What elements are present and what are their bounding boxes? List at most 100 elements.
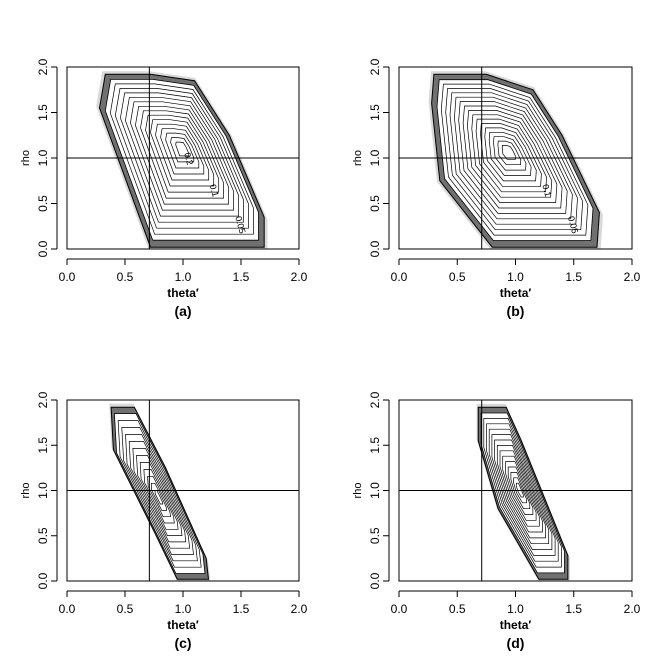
contour-line xyxy=(515,482,524,498)
y-axis-label: rho xyxy=(20,483,32,499)
contour-line xyxy=(497,140,522,166)
x-tick-label: 0.0 xyxy=(59,270,76,284)
contour-line xyxy=(445,88,584,231)
panel-c: 0.0 0.5 1.0 1.5 2.0 0.0 0.5 1.0 1.5 2.0 theta′ rho (… xyxy=(20,391,308,651)
x-tick-label: 1.5 xyxy=(565,602,582,616)
contour-line xyxy=(458,101,568,214)
contour-line xyxy=(143,469,175,524)
contour-line xyxy=(160,128,205,175)
contour-line xyxy=(510,472,531,510)
y-tick-label: 2.0 xyxy=(368,391,382,408)
contour-line xyxy=(121,427,198,562)
contour-line xyxy=(139,462,179,530)
contour-line xyxy=(513,477,527,504)
x-tick-label: 0.5 xyxy=(117,270,134,284)
y-tick-label: 1.0 xyxy=(36,482,50,499)
contour-line xyxy=(136,455,183,536)
y-tick-label: 0.5 xyxy=(36,527,50,544)
contour-line xyxy=(483,418,562,568)
y-tick-label: 1.0 xyxy=(368,149,382,166)
contour-line xyxy=(471,114,553,198)
contour-line xyxy=(494,439,550,545)
x-tick-label: 1.0 xyxy=(507,270,524,284)
contour-line xyxy=(128,441,191,549)
x-tick-label: 0.5 xyxy=(117,602,134,616)
x-tick-label: 2.0 xyxy=(624,270,641,284)
panel-b: 0.05 0.1 0.0 0.5 1.0 1.5 2.0 0.0 0.5 1.0 1.5 2.0 the… xyxy=(352,58,641,319)
contour-line xyxy=(449,92,578,225)
contour-line xyxy=(507,466,534,515)
x-tick-label: 0.0 xyxy=(391,270,408,284)
x-axis-label: theta′ xyxy=(167,618,199,632)
x-tick-label: 2.0 xyxy=(291,270,308,284)
contour-line xyxy=(132,448,187,543)
contour-line xyxy=(165,132,200,169)
contour-line xyxy=(130,101,234,211)
x-tick-label: 1.0 xyxy=(175,602,192,616)
y-tick-label: 0.0 xyxy=(36,240,50,257)
contour-label: 0.05 xyxy=(233,215,247,235)
contour-line xyxy=(109,83,254,235)
contour-line xyxy=(125,96,239,217)
contour-line xyxy=(120,92,244,223)
x-axis-label: theta′ xyxy=(500,286,532,300)
y-tick-label: 2.0 xyxy=(36,391,50,408)
plot-frame xyxy=(398,399,633,582)
x-tick-label: 1.0 xyxy=(175,270,192,284)
contour-line xyxy=(155,123,210,181)
contour-line xyxy=(117,420,202,568)
y-tick-label: 0.5 xyxy=(368,195,382,212)
contour-line xyxy=(440,83,589,236)
contour-label: 0.1 xyxy=(208,183,221,198)
y-axis-label: rho xyxy=(20,150,32,166)
contour-line xyxy=(114,88,249,229)
contour-line xyxy=(484,127,537,182)
y-tick-label: 1.5 xyxy=(36,437,50,454)
x-tick-label: 2.0 xyxy=(624,602,641,616)
contour-line xyxy=(491,434,553,550)
contour-line xyxy=(454,96,573,220)
contour-line xyxy=(488,131,532,176)
panel-d: 0.0 0.5 1.0 1.5 2.0 0.0 0.5 1.0 1.5 2.0 theta′ rho (… xyxy=(352,391,641,651)
x-tick-label: 0.0 xyxy=(59,602,76,616)
contour-line xyxy=(496,445,546,539)
x-axis-label: theta′ xyxy=(167,286,199,300)
y-tick-label: 0.5 xyxy=(368,527,382,544)
panel-caption: (a) xyxy=(174,303,191,319)
y-tick-label: 0.0 xyxy=(368,240,382,257)
plot-frame xyxy=(66,66,300,250)
panel-a: 0.05 0.1 0.2 0.0 0.5 1.0 1.5 2.0 0.0 0.5 1.0 1.5 2.0… xyxy=(20,58,308,319)
contour-line xyxy=(113,413,206,574)
contour-label: 0.05 xyxy=(566,215,580,235)
y-axis-label: rho xyxy=(352,150,364,166)
y-tick-label: 0.0 xyxy=(368,572,382,589)
contour-line xyxy=(150,119,215,187)
contour-label: 0.1 xyxy=(540,183,553,198)
y-axis-label: rho xyxy=(352,483,364,499)
contour-line xyxy=(462,105,563,209)
y-tick-label: 1.0 xyxy=(368,482,382,499)
contour-line xyxy=(499,450,543,533)
x-tick-label: 2.0 xyxy=(291,602,308,616)
y-tick-label: 1.5 xyxy=(368,104,382,121)
contour-line xyxy=(475,118,547,193)
contour-line xyxy=(436,79,594,241)
panel-caption: (c) xyxy=(174,635,191,651)
y-tick-label: 2.0 xyxy=(368,58,382,75)
contour-line xyxy=(104,79,259,241)
contour-line xyxy=(175,141,190,157)
x-tick-label: 1.5 xyxy=(233,270,250,284)
contour-line xyxy=(493,136,527,171)
x-tick-label: 0.5 xyxy=(449,602,466,616)
x-tick-label: 0.5 xyxy=(449,270,466,284)
contour-line xyxy=(486,423,559,562)
y-tick-label: 0.0 xyxy=(36,572,50,589)
y-tick-label: 0.5 xyxy=(36,195,50,212)
panel-caption: (b) xyxy=(507,303,525,319)
contour-line xyxy=(147,475,171,518)
y-tick-label: 1.5 xyxy=(36,104,50,121)
panel-caption: (d) xyxy=(507,635,525,651)
x-tick-label: 0.0 xyxy=(391,602,408,616)
contour-line xyxy=(467,110,558,203)
